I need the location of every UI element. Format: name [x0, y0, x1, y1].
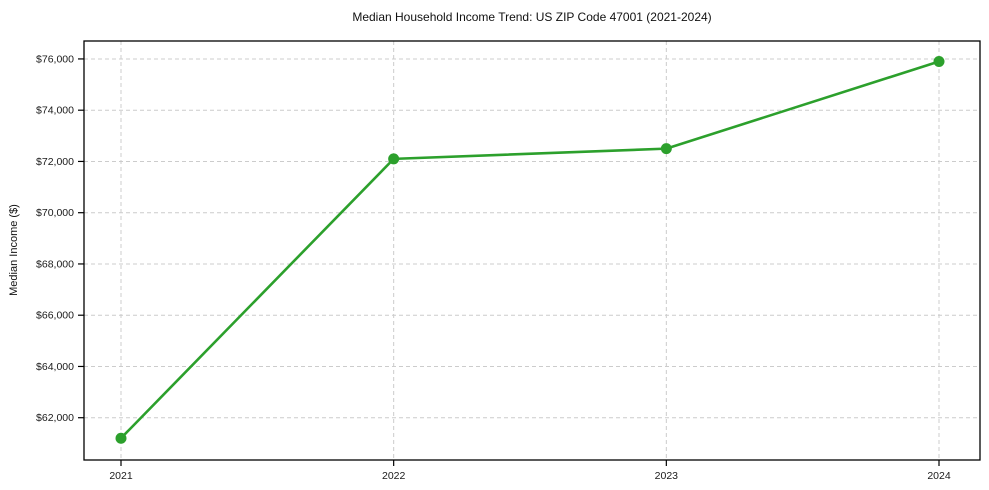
x-tick-label: 2021 — [109, 470, 133, 482]
y-tick-label: $62,000 — [36, 412, 74, 424]
y-tick-label: $64,000 — [36, 361, 74, 373]
data-point-2024 — [933, 56, 945, 68]
plot-border — [83, 40, 981, 461]
x-tick-label: 2023 — [655, 470, 679, 482]
y-tick-label: $66,000 — [36, 310, 74, 322]
y-tick-label: $70,000 — [36, 207, 74, 219]
x-tick-label: 2022 — [382, 470, 406, 482]
data-point-2022 — [388, 153, 400, 165]
y-tick-label: $76,000 — [36, 53, 74, 65]
x-tick-label: 2024 — [927, 470, 951, 482]
y-tick-label: $68,000 — [36, 258, 74, 270]
trend-line — [119, 60, 941, 440]
y-tick-label: $72,000 — [36, 156, 74, 168]
chart-title: Median Household Income Trend: US ZIP Co… — [352, 10, 712, 24]
data-point-2023 — [660, 143, 672, 155]
y-tick-label: $74,000 — [36, 105, 74, 117]
data-point-2021 — [115, 432, 127, 444]
